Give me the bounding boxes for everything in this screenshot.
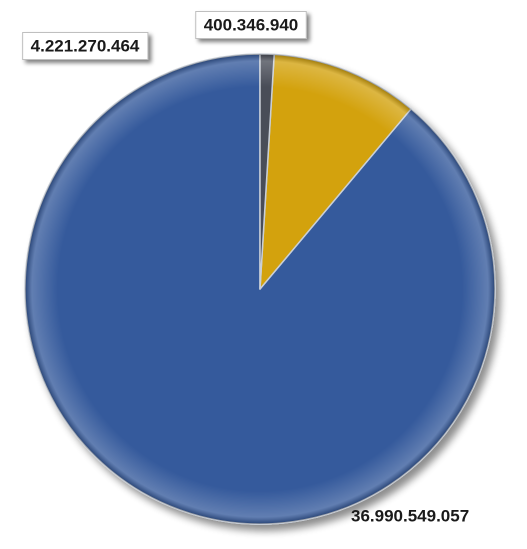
data-label-value: 36.990.549.057 — [351, 507, 469, 526]
data-label-value: 4.221.270.464 — [31, 37, 140, 56]
data-label-box — [195, 11, 307, 39]
data-label-slice-third: 400.346.940 — [195, 11, 307, 39]
data-label-slice-main: 36.990.549.057 — [351, 507, 469, 526]
data-label-box — [22, 32, 149, 60]
data-label-slice-second: 4.221.270.464 — [22, 32, 149, 60]
data-label-value: 400.346.940 — [204, 16, 299, 35]
